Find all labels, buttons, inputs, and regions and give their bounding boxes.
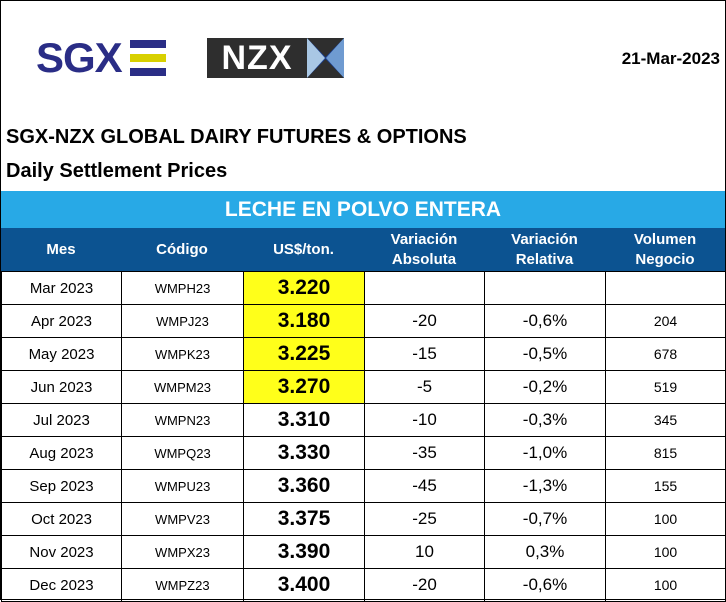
report-title: SGX-NZX GLOBAL DAIRY FUTURES & OPTIONS — [6, 126, 467, 148]
cell-var-abs: -45 — [364, 469, 485, 503]
cell-codigo: WMPU23 — [121, 469, 244, 503]
cell-var-rel: -0,6% — [484, 568, 606, 602]
cell-mes: Sep 2023 — [1, 469, 122, 503]
cell-var-rel: -0,5% — [484, 337, 606, 371]
sgx-bar-top — [129, 40, 166, 48]
sgx-logo: SGX — [36, 34, 166, 81]
sgx-logo-text: SGX — [36, 34, 123, 81]
cell-volumen: 100 — [605, 535, 726, 569]
cell-mes: Dec 2023 — [1, 568, 122, 602]
cell-var-rel: -0,7% — [484, 502, 606, 536]
col-header-var-abs-line1: Variación — [390, 230, 458, 248]
cell-codigo: WMPQ23 — [121, 436, 244, 470]
col-header-var-rel-line2: Relativa — [515, 250, 574, 268]
cell-codigo: WMPJ23 — [121, 304, 244, 338]
cell-var-rel: -1,3% — [484, 469, 606, 503]
table-row: Sep 2023 WMPU23 3.360 -45 -1,3% 155 — [1, 469, 726, 503]
cell-precio: 3.375 — [243, 502, 365, 536]
cell-var-rel: -0,6% — [484, 304, 606, 338]
table-row: Jun 2023 WMPM23 3.270 -5 -0,2% 519 — [1, 370, 726, 404]
cell-volumen: 204 — [605, 304, 726, 338]
cell-codigo: WMPN23 — [121, 403, 244, 437]
cell-precio: 3.220 — [243, 271, 365, 305]
cell-mes: Jul 2023 — [1, 403, 122, 437]
table-row: Nov 2023 WMPX23 3.390 10 0,3% 100 — [1, 535, 726, 569]
sgx-bar-bottom — [129, 68, 166, 76]
cell-var-rel — [484, 271, 606, 305]
cell-var-rel: 0,3% — [484, 535, 606, 569]
cell-precio: 3.400 — [243, 568, 365, 602]
cell-mes: Mar 2023 — [1, 271, 122, 305]
cell-mes: Aug 2023 — [1, 436, 122, 470]
nzx-logo: NZX — [207, 38, 344, 78]
report-date: 21-Mar-2023 — [621, 49, 720, 68]
sgx-bar-middle — [129, 54, 166, 62]
col-header-var-abs: Variación Absoluta — [364, 228, 484, 271]
col-header-var-abs-line2: Absoluta — [391, 250, 457, 268]
cell-volumen: 100 — [605, 568, 726, 602]
cell-var-rel: -1,0% — [484, 436, 606, 470]
cell-var-abs: -20 — [364, 304, 485, 338]
cell-var-abs: -35 — [364, 436, 485, 470]
product-name: LECHE EN POLVO ENTERA — [1, 191, 725, 228]
cell-mes: Nov 2023 — [1, 535, 122, 569]
table-row: Jul 2023 WMPN23 3.310 -10 -0,3% 345 — [1, 403, 726, 437]
col-header-precio: US$/ton. — [273, 240, 334, 258]
nzx-logo-text: NZX — [207, 38, 307, 78]
cell-var-abs: -25 — [364, 502, 485, 536]
col-header-codigo: Código — [156, 240, 208, 258]
col-header-volumen-line1: Volumen — [633, 230, 697, 248]
cell-var-abs: -15 — [364, 337, 485, 371]
cell-codigo: WMPM23 — [121, 370, 244, 404]
cell-mes: Jun 2023 — [1, 370, 122, 404]
cell-volumen: 345 — [605, 403, 726, 437]
cell-var-rel: -0,3% — [484, 403, 606, 437]
cell-volumen: 678 — [605, 337, 726, 371]
table-row: Mar 2023 WMPH23 3.220 — [1, 271, 726, 305]
settlement-table: Mar 2023 WMPH23 3.220 Apr 2023 WMPJ23 3.180 -2… — [1, 271, 726, 602]
cell-codigo: WMPH23 — [121, 271, 244, 305]
col-header-var-rel: Variación Relativa — [484, 228, 605, 271]
table-row: Aug 2023 WMPQ23 3.330 -35 -1,0% 815 — [1, 436, 726, 470]
col-header-mes: Mes — [46, 240, 76, 258]
cell-precio: 3.310 — [243, 403, 365, 437]
cell-precio: 3.360 — [243, 469, 365, 503]
table-header: Mes Código US$/ton. Variación Absoluta V… — [1, 228, 725, 271]
cell-var-abs: -10 — [364, 403, 485, 437]
col-header-volumen: Volumen Negocio — [605, 228, 725, 271]
cell-precio: 3.270 — [243, 370, 365, 404]
cell-codigo: WMPZ23 — [121, 568, 244, 602]
cell-precio: 3.390 — [243, 535, 365, 569]
settlement-table-body: Mar 2023 WMPH23 3.220 Apr 2023 WMPJ23 3.180 -2… — [1, 271, 726, 602]
cell-mes: May 2023 — [1, 337, 122, 371]
table-row: Oct 2023 WMPV23 3.375 -25 -0,7% 100 — [1, 502, 726, 536]
cell-precio: 3.330 — [243, 436, 365, 470]
sgx-logo-bars-icon — [129, 40, 166, 76]
cell-var-rel: -0,2% — [484, 370, 606, 404]
cell-codigo: WMPK23 — [121, 337, 244, 371]
table-row: May 2023 WMPK23 3.225 -15 -0,5% 678 — [1, 337, 726, 371]
cell-var-abs: -5 — [364, 370, 485, 404]
cell-volumen: 519 — [605, 370, 726, 404]
cell-mes: Apr 2023 — [1, 304, 122, 338]
cell-var-abs: 10 — [364, 535, 485, 569]
col-header-volumen-line2: Negocio — [635, 250, 695, 268]
table-row: Apr 2023 WMPJ23 3.180 -20 -0,6% 204 — [1, 304, 726, 338]
col-header-var-rel-line1: Variación — [511, 230, 578, 248]
report-subtitle: Daily Settlement Prices — [6, 160, 228, 182]
cell-volumen — [605, 271, 726, 305]
cell-codigo: WMPV23 — [121, 502, 244, 536]
cell-volumen: 100 — [605, 502, 726, 536]
cell-volumen: 155 — [605, 469, 726, 503]
table-row: Dec 2023 WMPZ23 3.400 -20 -0,6% 100 — [1, 568, 726, 602]
cell-mes: Oct 2023 — [1, 502, 122, 536]
cell-var-abs — [364, 271, 485, 305]
cell-var-abs: -20 — [364, 568, 485, 602]
cell-precio: 3.225 — [243, 337, 365, 371]
cell-codigo: WMPX23 — [121, 535, 244, 569]
cell-precio: 3.180 — [243, 304, 365, 338]
nzx-x-mark-icon — [307, 38, 344, 78]
cell-volumen: 815 — [605, 436, 726, 470]
